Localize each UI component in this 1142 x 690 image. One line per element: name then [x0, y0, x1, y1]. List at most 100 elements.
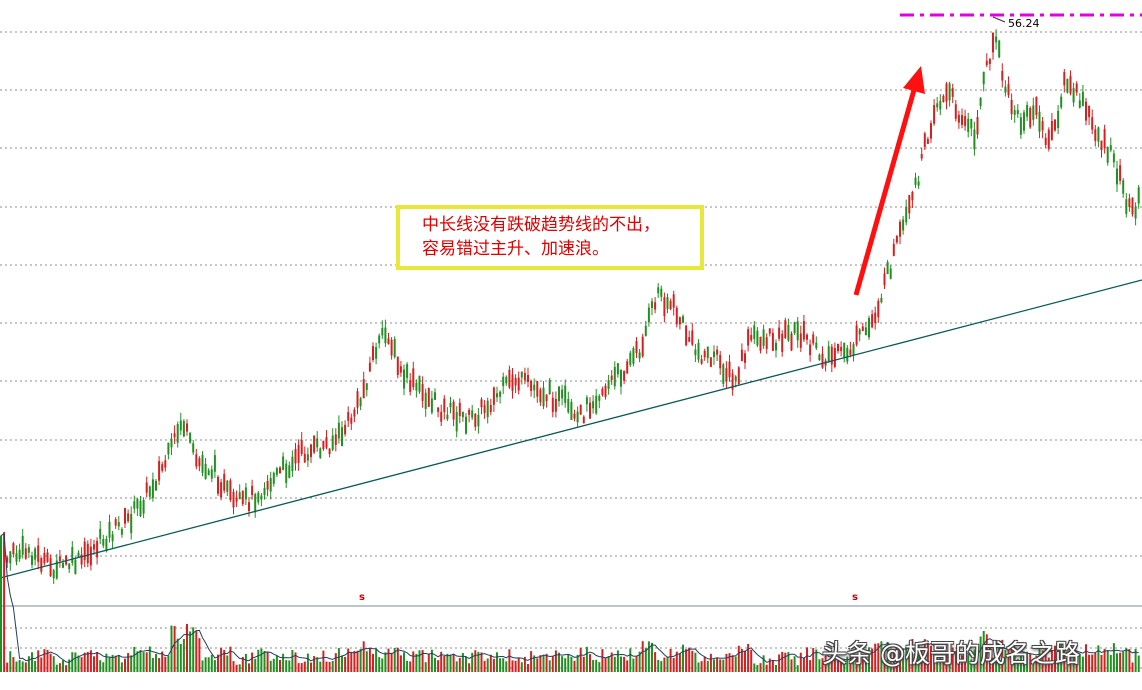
volume-bar — [607, 656, 610, 672]
volume-bar — [536, 658, 539, 672]
volume-bar — [589, 654, 591, 672]
volume-bar — [297, 663, 300, 672]
volume-bar — [685, 649, 688, 672]
candle-body — [806, 334, 808, 340]
candle-body — [192, 443, 195, 453]
candle-body — [523, 372, 526, 381]
volume-bar — [93, 656, 95, 672]
volume-bar — [201, 660, 204, 672]
volume-bar — [793, 656, 796, 672]
candle-body — [874, 312, 877, 324]
candle-body — [195, 454, 198, 467]
volume-bar — [294, 652, 297, 672]
candle-body — [1023, 112, 1025, 131]
volume-bar — [403, 652, 405, 672]
volume-bar — [660, 661, 663, 672]
candle-body — [111, 534, 114, 542]
candle-body — [1019, 117, 1022, 135]
candle-body — [1041, 121, 1044, 131]
candle-body — [496, 393, 498, 398]
candle-body — [310, 444, 312, 458]
candle-body — [390, 339, 393, 356]
candle-body — [1088, 105, 1091, 118]
candle-body — [337, 422, 340, 439]
volume-bar — [244, 653, 247, 672]
volume-bar — [111, 654, 114, 672]
volume-bar — [505, 661, 508, 672]
volume-bar — [430, 649, 433, 672]
volume-bar — [576, 654, 579, 672]
volume-bar — [353, 651, 356, 672]
volume-bar — [768, 658, 771, 672]
candle-body — [527, 375, 529, 382]
candle-body — [461, 411, 464, 418]
volume-bar — [579, 647, 582, 672]
volume-bar — [902, 648, 905, 672]
candle-body — [920, 154, 923, 159]
volume-bar — [762, 655, 765, 672]
candle-body — [564, 385, 567, 403]
volume-bar — [192, 627, 195, 672]
candle-body — [1116, 168, 1118, 185]
candle-body — [992, 32, 994, 53]
volume-bar — [1112, 643, 1115, 672]
candle-body — [186, 423, 188, 432]
volume-bar — [1122, 651, 1125, 672]
peak-pointer — [992, 16, 1006, 23]
candle-body — [675, 307, 678, 325]
volume-bar — [806, 647, 808, 672]
candle-body — [27, 547, 30, 553]
candle-body — [613, 366, 616, 387]
volume-bar — [1044, 647, 1047, 672]
volume-bar — [967, 655, 970, 672]
volume-bar — [89, 650, 92, 672]
candle-body — [554, 398, 557, 412]
candle-body — [864, 327, 867, 335]
volume-bar — [1047, 657, 1050, 672]
candle-body — [855, 325, 858, 345]
candle-body — [985, 60, 988, 66]
volume-bar — [750, 649, 753, 672]
volume-bar — [626, 660, 629, 672]
candle-body — [257, 492, 260, 503]
grid-lines — [0, 31, 1142, 557]
candle-body — [511, 374, 514, 391]
candle-body — [895, 235, 898, 243]
candle-body — [632, 348, 635, 364]
volume-bar — [799, 652, 802, 672]
volume-bar — [1023, 652, 1025, 672]
candle-body — [427, 388, 430, 407]
volume-bar — [787, 652, 790, 672]
volume-bar — [899, 650, 901, 672]
volume-bar — [663, 657, 666, 672]
volume-bar — [1128, 649, 1131, 672]
volume-bar — [1137, 655, 1140, 672]
volume-bar — [480, 652, 483, 672]
volume-bar — [973, 649, 976, 672]
volume-bar — [564, 658, 567, 672]
volume-bar — [468, 663, 471, 672]
volume-bar — [830, 653, 833, 672]
candle-body — [880, 297, 883, 303]
volume-bar — [465, 656, 467, 672]
volume-bar — [179, 643, 182, 672]
volume-bar — [449, 654, 452, 672]
volume-bar — [911, 639, 914, 672]
candle-body — [189, 432, 192, 443]
candle-body — [415, 382, 418, 391]
candle-body — [21, 535, 24, 555]
candle-body — [533, 384, 536, 391]
volume-bar — [1050, 650, 1053, 672]
candle-body — [911, 192, 914, 201]
candle-body — [796, 321, 799, 341]
volume-bar — [616, 650, 619, 672]
volume-bar — [954, 650, 957, 672]
volume-bar — [1019, 652, 1022, 672]
volume-bar — [582, 656, 585, 672]
candle-body — [706, 346, 709, 359]
candle-body — [313, 435, 316, 453]
candle-body — [288, 465, 291, 478]
volume-bar — [1054, 645, 1056, 672]
volume-bar — [71, 652, 74, 672]
candle-body — [827, 346, 830, 362]
